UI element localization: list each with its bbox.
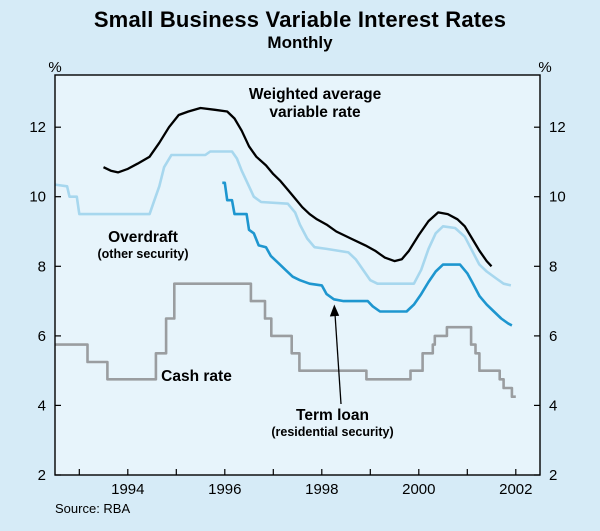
y-tick-label-right: 2 [549, 467, 557, 484]
y-axis-unit-left: % [48, 59, 62, 76]
x-tick-label: 2002 [499, 481, 532, 498]
y-tick-label-left: 8 [38, 258, 46, 275]
annotation-cash-rate: Cash rate [149, 368, 244, 386]
term-loan-arrow-line [334, 313, 342, 405]
series-line-weighted-average [103, 106, 493, 268]
annotation-weighted-average-line2: variable rate [269, 104, 361, 121]
annotation-overdraft-sublabel: (other security) [97, 247, 189, 261]
y-tick-label-left: 6 [38, 328, 46, 345]
y-tick-label-right: 10 [549, 189, 566, 206]
annotation-overdraft: Overdraft (other security) [83, 229, 203, 262]
y-tick-label-left: 2 [38, 467, 46, 484]
y-axis-unit-right: % [538, 59, 552, 76]
x-tick-label: 1998 [305, 481, 338, 498]
annotation-term-loan-label: Term loan [296, 407, 369, 424]
source-note: Source: RBA [55, 501, 131, 516]
annotation-cash-rate-label: Cash rate [161, 368, 232, 385]
x-tick-label: 1994 [111, 481, 144, 498]
series-line-overdraft [54, 150, 512, 287]
y-tick-label-right: 12 [549, 119, 566, 136]
x-tick-label: 1996 [208, 481, 241, 498]
term-loan-arrowhead [329, 304, 340, 317]
y-tick-label-left: 12 [29, 119, 46, 136]
y-tick-label-right: 4 [549, 397, 557, 414]
annotation-term-loan: Term loan (residential security) [240, 407, 425, 440]
y-tick-label-left: 10 [29, 189, 46, 206]
series-line-cash-rate [55, 282, 516, 399]
y-tick-label-right: 6 [549, 328, 557, 345]
page-title: Small Business Variable Interest Rates [93, 7, 507, 32]
plot-area [55, 75, 540, 475]
annotation-weighted-average-line1: Weighted average [248, 86, 382, 103]
annotation-overdraft-label: Overdraft [108, 229, 178, 246]
annotation-weighted-average: Weighted average variable rate [205, 86, 425, 122]
y-tick-label-right: 8 [549, 258, 557, 275]
y-tick-label-left: 4 [38, 397, 46, 414]
annotation-term-loan-sublabel: (residential security) [271, 425, 394, 439]
page-subtitle: Monthly [267, 33, 333, 52]
series-line-term-loan [222, 181, 513, 327]
x-tick-label: 2000 [402, 481, 435, 498]
plot-frame [54, 74, 541, 476]
